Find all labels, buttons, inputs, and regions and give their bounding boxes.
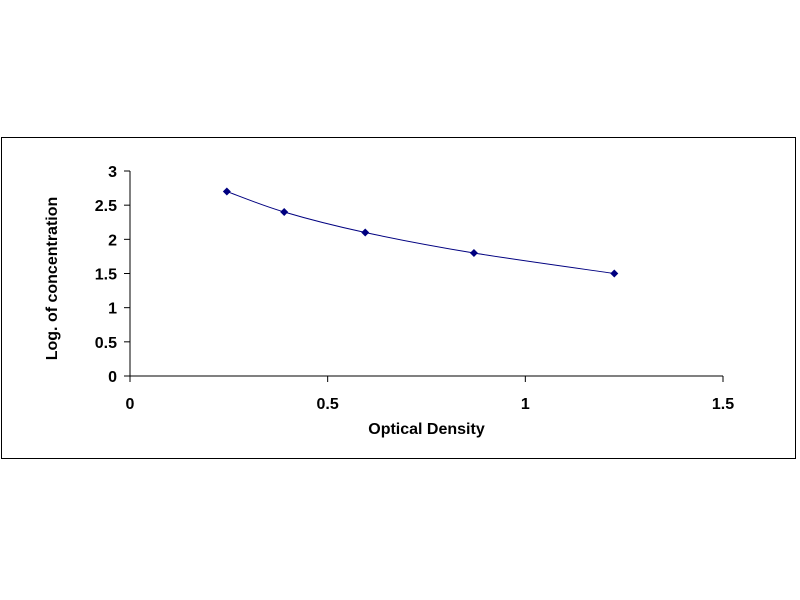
chart-svg: 0 0.5 1 1.5 2 2.5 3 0 0.5 1 1.5 Optical Density Log.…	[44, 164, 734, 438]
data-point	[469, 249, 478, 257]
y-tick-label: 0.5	[95, 335, 117, 352]
x-tick-label: 0.5	[317, 396, 339, 413]
y-axis-title: Log. of concentration	[44, 197, 61, 361]
plot-area: 0 0.5 1 1.5 2 2.5 3 0 0.5 1 1.5 Optical Density Log.…	[44, 164, 734, 438]
x-tick-label: 1.5	[712, 396, 734, 413]
chart-frame: 0 0.5 1 1.5 2 2.5 3 0 0.5 1 1.5 Optical Density Log.…	[1, 137, 796, 459]
y-tick-label: 3	[108, 164, 117, 181]
y-tick-label: 1	[108, 301, 117, 318]
data-point	[222, 187, 231, 196]
y-tick-label: 2	[108, 232, 117, 249]
y-tick-label: 1.5	[95, 267, 117, 284]
data-point	[361, 228, 370, 237]
series-line	[226, 191, 615, 274]
y-tick-label: 0	[108, 369, 117, 386]
y-tick-label: 2.5	[95, 198, 117, 215]
data-point	[280, 208, 289, 216]
x-tick-label: 1	[521, 396, 530, 413]
x-axis-title: Optical Density	[368, 421, 485, 438]
data-point	[610, 269, 619, 278]
x-tick-label: 0	[126, 396, 135, 413]
